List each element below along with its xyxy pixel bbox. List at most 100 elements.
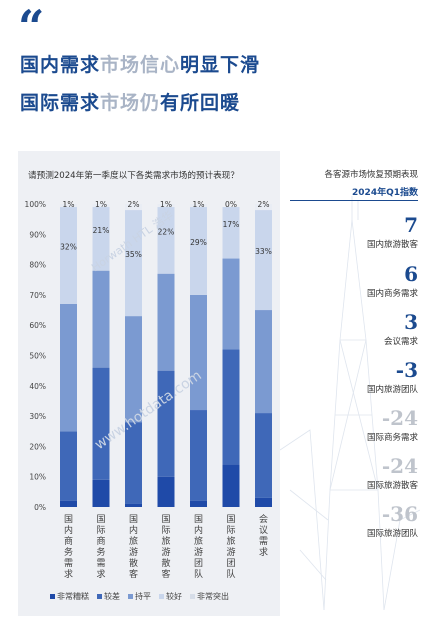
index-item: 7 国内旅游散客: [298, 215, 418, 250]
legend-swatch: [97, 594, 102, 599]
bar-segment: [190, 204, 207, 208]
x-tick-label-char: 游: [161, 546, 170, 558]
x-tick-label-char: 际: [226, 525, 235, 536]
bar-segment: [60, 431, 77, 501]
legend-swatch: [159, 594, 164, 599]
x-tick-label-char: 务: [96, 546, 105, 558]
y-tick-label: 40%: [29, 382, 46, 391]
x-tick-label-char: 旅: [161, 535, 170, 547]
bar-segment: [60, 204, 77, 208]
bar-segment: [125, 210, 142, 317]
quote-mark: “: [18, 0, 45, 54]
bar-segment: [190, 410, 207, 501]
index-label: 国际旅游散客: [366, 481, 418, 491]
bar-segment: [222, 464, 240, 507]
headline-segment: 市场仍: [100, 92, 161, 114]
data-label-top: 0%: [225, 200, 237, 209]
x-tick-label-char: 团: [226, 558, 235, 569]
index-value: 7: [404, 213, 418, 237]
chart-legend: 非常糟糕 较差 持平 较好 非常突出: [50, 591, 229, 602]
y-tick-label: 90%: [29, 230, 46, 239]
x-tick-label-char: 内: [129, 524, 138, 536]
legend-label: 较差: [104, 592, 120, 601]
data-label-good: 21%: [93, 226, 110, 235]
legend-item: 较差: [97, 591, 120, 602]
bar-segment: [190, 207, 207, 295]
x-tick-label-char: 旅: [194, 535, 203, 547]
headline-segment: 市场信心: [100, 54, 181, 76]
index-label: 会议需求: [383, 337, 418, 347]
legend-item: 非常突出: [190, 591, 229, 602]
bar-segment: [255, 413, 272, 498]
bar-segment: [60, 303, 77, 432]
y-tick-label: 60%: [29, 321, 46, 330]
x-tick-label-char: 游: [129, 546, 138, 558]
x-tick-label-char: 散: [161, 557, 170, 569]
index-label: 国内旅游团队: [366, 385, 418, 395]
headline-line-2: 国际需求市场仍有所回暖: [20, 88, 240, 115]
data-label-top: 1%: [160, 200, 172, 209]
bar-segment: [190, 294, 207, 411]
index-item: -24 国际商务需求: [298, 408, 418, 443]
x-tick-label-char: 求: [64, 568, 73, 580]
index-panel-title: 各客源市场恢复预期表现: [324, 170, 418, 180]
x-tick-label-char: 议: [259, 525, 268, 536]
index-item: -36 国际旅游团队: [298, 504, 418, 539]
bar-segment: [157, 204, 175, 208]
headline-segment: 国内需求: [20, 54, 101, 76]
x-tick-label-char: 求: [96, 568, 105, 580]
bar-segment: [92, 270, 110, 368]
bar-segment: [92, 367, 110, 480]
data-label-good: 35%: [125, 250, 142, 259]
bar-segment: [92, 207, 110, 271]
y-tick-label: 20%: [29, 442, 46, 451]
data-label-good: 29%: [190, 238, 207, 247]
bar-segment: [157, 273, 175, 371]
chart-title: 请预测2024年第一季度以下各类需求市场的预计表现？: [28, 171, 239, 181]
x-tick-label-char: 国: [226, 514, 235, 525]
bar-segment: [255, 204, 272, 211]
bar-segment: [222, 258, 240, 350]
x-tick-label-char: 商: [64, 535, 73, 547]
legend-item: 非常糟糕: [50, 591, 89, 602]
x-tick-label-char: 际: [96, 525, 105, 536]
legend-label: 非常突出: [197, 592, 229, 601]
headline-line-1: 国内需求市场信心明显下滑: [20, 50, 260, 77]
legend-label: 持平: [135, 592, 151, 601]
x-tick-label-char: 务: [64, 546, 73, 558]
x-tick-label-char: 国: [194, 514, 203, 525]
index-label: 国际商务需求: [366, 433, 418, 443]
y-tick-label: 10%: [29, 473, 46, 482]
x-tick-label-char: 客: [129, 568, 138, 580]
y-tick-label: 30%: [29, 412, 46, 421]
y-tick-label: 80%: [29, 261, 46, 270]
x-tick-label-char: 国: [64, 514, 73, 525]
x-tick-label-char: 内: [194, 524, 203, 536]
bar-segment: [125, 316, 142, 423]
index-item: 3 会议需求: [298, 312, 418, 347]
bar-segment: [190, 500, 207, 507]
legend-item: 持平: [128, 591, 151, 602]
x-tick-label-char: 会: [259, 513, 268, 525]
index-item: -3 国内旅游团队: [298, 360, 418, 395]
index-label: 国内商务需求: [366, 289, 418, 299]
legend-item: 较好: [159, 591, 182, 602]
bar-segment: [125, 422, 142, 504]
data-label-top: 2%: [258, 200, 270, 209]
index-value: 3: [404, 310, 418, 334]
x-tick-label-char: 游: [226, 546, 235, 558]
y-tick-label: 50%: [29, 352, 46, 361]
y-tick-label: 70%: [29, 291, 46, 300]
legend-swatch: [50, 594, 55, 599]
x-tick-label-char: 旅: [226, 535, 235, 547]
bar-segment: [222, 207, 240, 259]
data-label-top: 2%: [128, 200, 140, 209]
x-tick-label-char: 国: [161, 514, 170, 525]
bar-segment: [125, 204, 142, 211]
bar-segment: [255, 310, 272, 414]
data-label-good: 33%: [255, 247, 272, 256]
bar-segment: [92, 479, 110, 507]
index-value: -36: [381, 502, 418, 526]
x-tick-label-char: 际: [161, 525, 170, 536]
